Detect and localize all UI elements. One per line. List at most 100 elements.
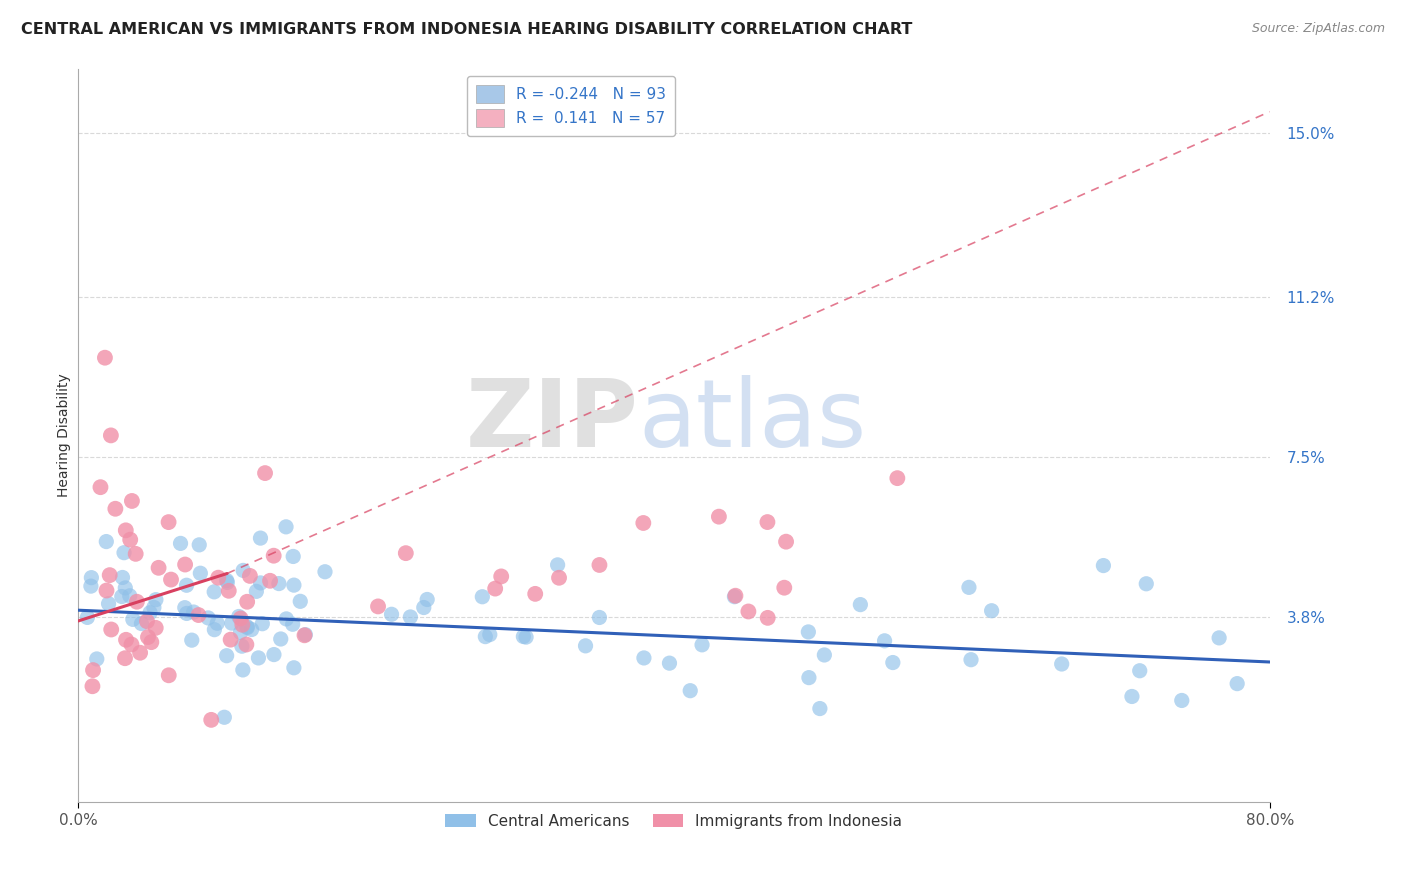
Point bbox=[723, 590, 745, 604]
Point bbox=[120, 533, 142, 547]
Legend: Central Americans, Immigrants from Indonesia: Central Americans, Immigrants from Indon… bbox=[439, 807, 908, 835]
Point bbox=[197, 611, 219, 625]
Point bbox=[808, 701, 831, 715]
Point bbox=[231, 639, 253, 653]
Point bbox=[1135, 576, 1157, 591]
Point bbox=[882, 656, 904, 670]
Point bbox=[169, 536, 191, 550]
Point bbox=[247, 651, 270, 665]
Point bbox=[524, 587, 547, 601]
Point bbox=[314, 565, 336, 579]
Point bbox=[114, 581, 136, 595]
Point bbox=[214, 710, 236, 724]
Point bbox=[515, 630, 537, 644]
Point bbox=[111, 570, 134, 584]
Point bbox=[240, 623, 263, 637]
Point bbox=[773, 581, 796, 595]
Text: atlas: atlas bbox=[638, 375, 866, 467]
Point bbox=[86, 652, 108, 666]
Point bbox=[142, 600, 165, 615]
Point bbox=[399, 610, 422, 624]
Point bbox=[484, 582, 506, 596]
Point bbox=[200, 713, 222, 727]
Point bbox=[276, 612, 298, 626]
Point bbox=[239, 569, 262, 583]
Point bbox=[633, 516, 655, 530]
Point bbox=[245, 584, 267, 599]
Point bbox=[97, 597, 120, 611]
Point bbox=[588, 610, 610, 624]
Point bbox=[724, 589, 747, 603]
Point bbox=[125, 595, 148, 609]
Point bbox=[114, 524, 136, 538]
Point bbox=[236, 595, 259, 609]
Point bbox=[756, 515, 779, 529]
Point bbox=[294, 628, 316, 642]
Point bbox=[136, 614, 159, 628]
Point bbox=[679, 683, 702, 698]
Point bbox=[82, 679, 104, 693]
Point bbox=[633, 651, 655, 665]
Point bbox=[104, 501, 127, 516]
Point bbox=[281, 617, 304, 632]
Point bbox=[274, 520, 297, 534]
Point bbox=[236, 621, 259, 635]
Point bbox=[797, 624, 820, 639]
Point bbox=[94, 351, 117, 365]
Point bbox=[98, 568, 121, 582]
Point bbox=[139, 606, 162, 620]
Point bbox=[574, 639, 596, 653]
Point bbox=[283, 549, 305, 564]
Point bbox=[283, 578, 305, 592]
Point bbox=[176, 607, 198, 621]
Point bbox=[259, 574, 281, 588]
Point bbox=[1226, 676, 1249, 690]
Point bbox=[489, 569, 512, 583]
Point bbox=[121, 612, 143, 626]
Point bbox=[1121, 690, 1143, 704]
Point bbox=[1092, 558, 1115, 573]
Point bbox=[1129, 664, 1152, 678]
Point bbox=[228, 609, 250, 624]
Point bbox=[1208, 631, 1230, 645]
Point bbox=[121, 638, 143, 652]
Point bbox=[267, 576, 290, 591]
Point bbox=[283, 661, 305, 675]
Point bbox=[202, 623, 225, 637]
Point bbox=[229, 611, 252, 625]
Point bbox=[96, 534, 118, 549]
Point bbox=[980, 604, 1002, 618]
Text: CENTRAL AMERICAN VS IMMIGRANTS FROM INDONESIA HEARING DISABILITY CORRELATION CHA: CENTRAL AMERICAN VS IMMIGRANTS FROM INDO… bbox=[21, 22, 912, 37]
Point bbox=[512, 630, 534, 644]
Point bbox=[588, 558, 610, 572]
Point bbox=[121, 494, 143, 508]
Point bbox=[775, 534, 797, 549]
Point bbox=[215, 648, 238, 663]
Point bbox=[707, 509, 730, 524]
Point bbox=[254, 466, 277, 480]
Point bbox=[232, 663, 254, 677]
Point bbox=[232, 563, 254, 577]
Point bbox=[395, 546, 418, 560]
Point bbox=[215, 574, 238, 588]
Point bbox=[960, 653, 983, 667]
Point bbox=[174, 558, 197, 572]
Point bbox=[737, 605, 759, 619]
Text: ZIP: ZIP bbox=[465, 375, 638, 467]
Y-axis label: Hearing Disability: Hearing Disability bbox=[58, 374, 72, 497]
Point bbox=[96, 583, 118, 598]
Point bbox=[219, 632, 242, 647]
Point bbox=[249, 576, 271, 591]
Point bbox=[115, 632, 138, 647]
Point bbox=[1171, 693, 1194, 707]
Point bbox=[690, 638, 713, 652]
Point bbox=[118, 589, 141, 603]
Point bbox=[76, 610, 98, 624]
Point bbox=[873, 633, 896, 648]
Point bbox=[1050, 657, 1073, 671]
Point bbox=[205, 616, 228, 631]
Point bbox=[263, 648, 285, 662]
Point bbox=[380, 607, 402, 622]
Point bbox=[131, 616, 153, 631]
Point bbox=[100, 428, 122, 442]
